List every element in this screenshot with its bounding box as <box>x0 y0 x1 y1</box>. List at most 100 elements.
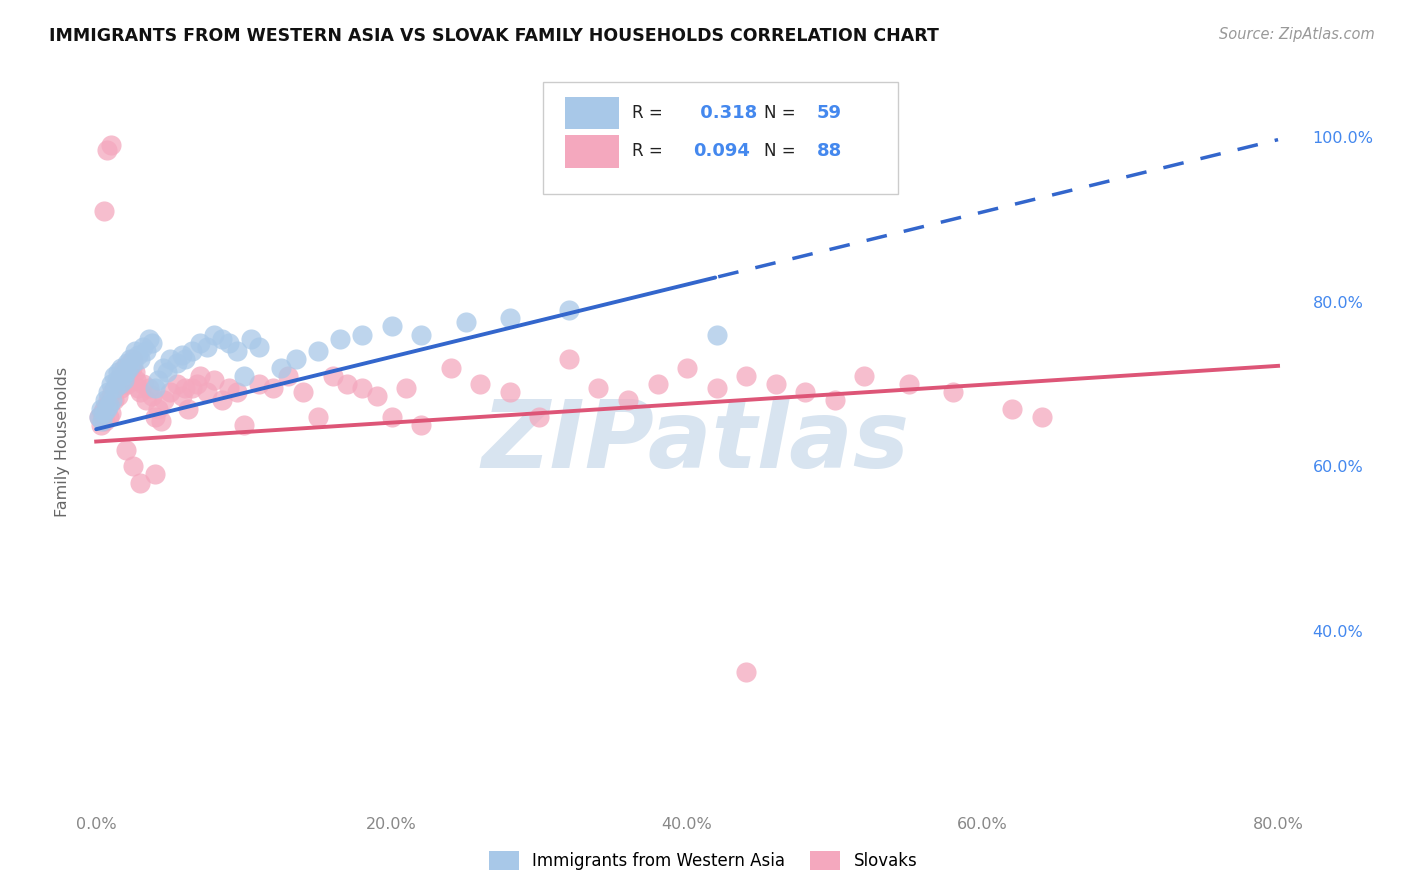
Point <box>143 381 166 395</box>
Text: N =: N = <box>765 143 801 161</box>
Point <box>103 368 125 383</box>
Point <box>173 352 195 367</box>
Point <box>706 327 728 342</box>
Point <box>132 376 155 391</box>
Point <box>122 459 145 474</box>
Point <box>270 360 292 375</box>
Point <box>100 138 122 153</box>
Point <box>284 352 307 367</box>
Text: 0.094: 0.094 <box>693 143 751 161</box>
Point <box>129 475 152 490</box>
Point <box>114 365 136 379</box>
Text: 59: 59 <box>817 103 842 122</box>
Point <box>96 398 118 412</box>
Point <box>195 385 218 400</box>
Point <box>114 368 136 383</box>
Point <box>127 348 149 362</box>
Point <box>247 340 270 354</box>
Point <box>202 373 225 387</box>
Point <box>124 344 146 359</box>
Point <box>135 344 157 359</box>
Point <box>177 401 200 416</box>
Point <box>120 352 142 367</box>
Point <box>105 373 128 387</box>
Point <box>129 352 152 367</box>
Point <box>411 327 433 342</box>
Text: 0.318: 0.318 <box>693 103 756 122</box>
Point <box>152 360 174 375</box>
Point <box>352 327 374 342</box>
Point <box>100 406 122 420</box>
Point <box>470 376 492 391</box>
Point <box>103 393 125 408</box>
Point <box>1031 409 1053 424</box>
Point <box>93 204 115 219</box>
Point <box>107 365 129 379</box>
Point <box>129 385 152 400</box>
Point <box>90 401 112 416</box>
Point <box>90 418 112 433</box>
Point <box>100 376 122 391</box>
Point <box>141 389 163 403</box>
Point <box>98 409 121 424</box>
Point <box>108 376 131 391</box>
Text: R =: R = <box>633 143 668 161</box>
Point <box>110 381 132 395</box>
Point <box>499 385 522 400</box>
Point <box>558 302 581 317</box>
Point <box>112 373 135 387</box>
Point <box>336 376 359 391</box>
Point <box>181 344 204 359</box>
Point <box>93 406 115 420</box>
Text: R =: R = <box>633 103 668 122</box>
Point <box>143 409 166 424</box>
Point <box>143 467 166 482</box>
Point <box>794 385 817 400</box>
Point <box>114 442 136 457</box>
Point <box>181 381 204 395</box>
Point <box>111 368 134 383</box>
Point <box>91 414 114 428</box>
Point <box>232 368 254 383</box>
Point <box>173 381 195 395</box>
Point <box>292 385 315 400</box>
Point <box>188 335 211 350</box>
Point <box>105 376 128 391</box>
Point <box>381 409 404 424</box>
Point <box>262 381 284 395</box>
Point <box>159 385 181 400</box>
Point <box>112 360 135 375</box>
Point <box>211 332 233 346</box>
Point <box>156 365 179 379</box>
Point <box>247 376 270 391</box>
Point <box>225 385 247 400</box>
Point <box>195 340 218 354</box>
Point <box>735 368 758 383</box>
Point <box>558 352 581 367</box>
Point <box>135 393 157 408</box>
Point <box>96 401 118 416</box>
Point <box>148 401 170 416</box>
Legend: Immigrants from Western Asia, Slovaks: Immigrants from Western Asia, Slovaks <box>482 844 924 877</box>
Point <box>115 356 138 370</box>
Point <box>366 389 388 403</box>
FancyBboxPatch shape <box>543 82 898 194</box>
Point <box>617 393 640 408</box>
Point <box>329 332 352 346</box>
Point <box>89 409 111 424</box>
Point <box>188 368 211 383</box>
Point <box>307 344 329 359</box>
Point <box>110 360 132 375</box>
Point <box>735 665 758 679</box>
Point <box>97 393 120 408</box>
Point <box>853 368 876 383</box>
Point <box>153 393 176 408</box>
Text: N =: N = <box>765 103 801 122</box>
Point <box>202 327 225 342</box>
Point <box>98 398 121 412</box>
Point <box>97 385 120 400</box>
FancyBboxPatch shape <box>565 135 619 168</box>
Point <box>118 360 141 375</box>
Point <box>94 414 117 428</box>
Point <box>240 332 263 346</box>
